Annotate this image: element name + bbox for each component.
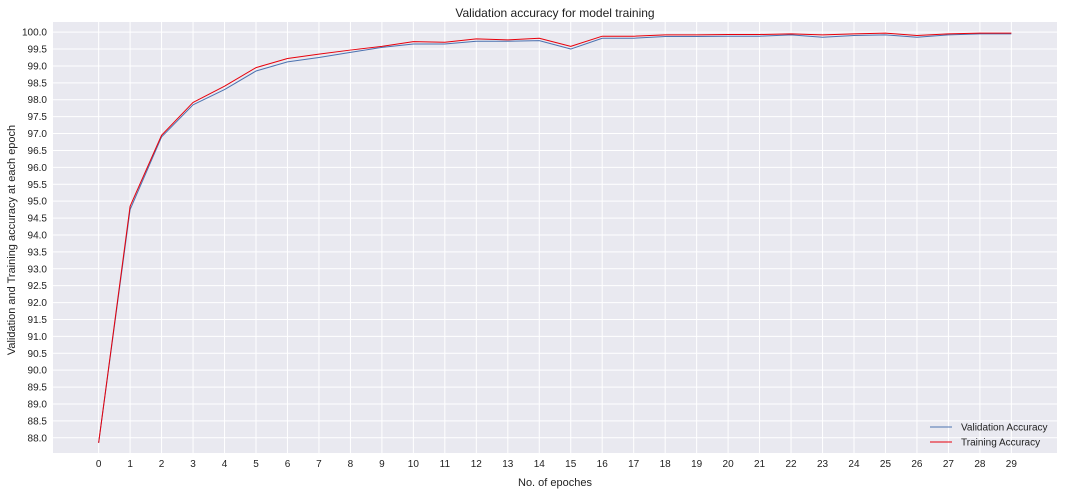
x-tick-label: 26 <box>911 459 923 470</box>
y-axis-label: Validation and Training accuracy at each… <box>6 125 18 355</box>
legend: Validation Accuracy Training Accuracy <box>930 423 1048 449</box>
x-tick-label: 14 <box>534 459 546 470</box>
x-tick-label: 20 <box>723 459 735 470</box>
y-tick-label: 95.5 <box>28 180 48 191</box>
x-tick-label: 27 <box>943 459 955 470</box>
x-tick-label: 0 <box>96 459 102 470</box>
y-tick-label: 90.0 <box>28 366 48 377</box>
y-tick-label: 93.0 <box>28 264 48 275</box>
x-tick-label: 22 <box>785 459 797 470</box>
x-tick-label: 11 <box>440 459 451 470</box>
x-tick-label: 23 <box>817 459 829 470</box>
y-tick-label: 96.5 <box>28 146 48 157</box>
y-tick-label: 99.5 <box>28 45 48 56</box>
y-tick-label: 93.5 <box>28 247 48 258</box>
chart-title: Validation accuracy for model training <box>455 6 654 20</box>
x-tick-label: 17 <box>628 459 640 470</box>
y-tick-label: 99.0 <box>28 61 48 72</box>
x-tick-label: 3 <box>190 459 196 470</box>
x-tick-label: 8 <box>348 459 354 470</box>
y-tick-label: 97.0 <box>28 129 48 140</box>
x-tick-label: 4 <box>222 459 228 470</box>
y-tick-label: 89.0 <box>28 399 48 410</box>
y-tick-label: 88.0 <box>28 433 48 444</box>
y-tick-label: 88.5 <box>28 416 48 427</box>
x-tick-label: 21 <box>754 459 766 470</box>
y-tick-label: 98.0 <box>28 95 48 106</box>
x-tick-label: 10 <box>408 459 420 470</box>
x-axis-ticks: 0 1 2 3 4 5 6 7 8 9 10 11 12 13 14 15 16 17 18 19 20 21 22 23 24… <box>96 459 1018 470</box>
plot-area <box>53 22 1057 453</box>
x-tick-label: 24 <box>848 459 860 470</box>
x-tick-label: 16 <box>597 459 609 470</box>
y-tick-label: 95.0 <box>28 197 48 208</box>
y-tick-label: 98.5 <box>28 78 48 89</box>
y-tick-label: 97.5 <box>28 112 48 123</box>
series-lines <box>98 32 1012 443</box>
x-tick-label: 7 <box>316 459 322 470</box>
y-axis-ticks: 88.0 88.5 89.0 89.5 90.0 90.5 91.0 91.5 92.0 92.5… <box>22 28 47 445</box>
y-tick-label: 91.0 <box>28 332 48 343</box>
y-tick-label: 92.0 <box>28 298 48 309</box>
y-tick-label: 91.5 <box>28 315 48 326</box>
x-tick-label: 25 <box>880 459 892 470</box>
x-tick-label: 5 <box>253 459 259 470</box>
x-axis-label: No. of epoches <box>518 477 592 489</box>
y-tick-label: 94.5 <box>28 214 48 225</box>
x-tick-label: 1 <box>127 459 133 470</box>
x-tick-label: 12 <box>471 459 483 470</box>
series-line-validation-accuracy <box>98 33 1012 443</box>
series-line-training-accuracy <box>98 32 1012 443</box>
y-tick-label: 96.0 <box>28 163 48 174</box>
y-tick-label: 90.5 <box>28 349 48 360</box>
x-tick-label: 15 <box>565 459 577 470</box>
y-tick-label: 89.5 <box>28 383 48 394</box>
legend-label: Validation Accuracy <box>961 423 1048 434</box>
y-tick-label: 100.0 <box>22 28 47 39</box>
x-tick-label: 19 <box>691 459 703 470</box>
x-tick-label: 13 <box>502 459 514 470</box>
y-tick-label: 94.0 <box>28 230 48 241</box>
x-tick-label: 18 <box>660 459 672 470</box>
x-tick-label: 2 <box>159 459 165 470</box>
grid <box>53 22 1057 453</box>
x-tick-label: 28 <box>974 459 986 470</box>
x-tick-label: 6 <box>285 459 291 470</box>
x-tick-label: 29 <box>1006 459 1018 470</box>
legend-label: Training Accuracy <box>961 438 1040 449</box>
x-tick-label: 9 <box>379 459 385 470</box>
y-tick-label: 92.5 <box>28 281 48 292</box>
